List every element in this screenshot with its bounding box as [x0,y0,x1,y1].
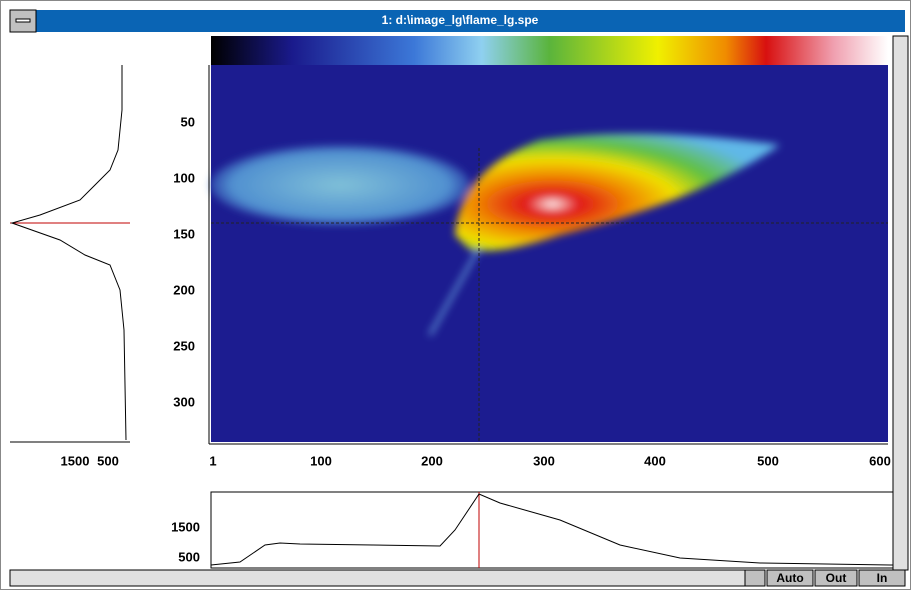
button-label: In [877,571,888,585]
control-icon [15,18,31,23]
x-tick-label: 300 [533,453,555,468]
y-tick-label: 250 [173,338,195,353]
y-tick-label: 50 [181,114,195,129]
y-tick-label: 100 [173,170,195,185]
left-profile [10,65,130,442]
color-bar [211,36,888,65]
bottom-profile [210,491,894,569]
button-label: Out [826,571,847,585]
y-tick-label: 200 [173,282,195,297]
dropdown[interactable] [744,569,766,587]
left-profile-line [10,65,127,441]
button-label: Auto [776,571,803,585]
x-tick-label: 400 [644,453,666,468]
window-title: 1: d:\image_lg\flame_lg.spe [382,13,539,27]
bottom-tick-label: 500 [178,549,200,564]
plume [210,133,780,336]
in-button[interactable] [858,569,906,587]
x-tick-label: 1 [209,453,216,468]
left-tick-label: 1500 [61,453,90,468]
title-bar [10,10,905,32]
bottom-tick-label: 1500 [171,519,200,534]
bottom-profile-line [210,493,894,566]
x-tick-label: 200 [421,453,443,468]
left-tick-label: 500 [97,453,119,468]
x-tick-label: 500 [757,453,779,468]
out-button[interactable] [814,569,858,587]
v-scrollbar[interactable] [892,35,909,571]
plume-hot [455,133,780,251]
jet [428,249,480,336]
y-tick-label: 300 [173,394,195,409]
image [211,65,888,442]
h-scrollbar[interactable] [9,569,746,587]
auto-button[interactable] [766,569,814,587]
plume-cool [210,145,470,225]
x-tick-label: 100 [310,453,332,468]
y-tick-label: 150 [173,226,195,241]
x-tick-label: 600 [869,453,891,468]
